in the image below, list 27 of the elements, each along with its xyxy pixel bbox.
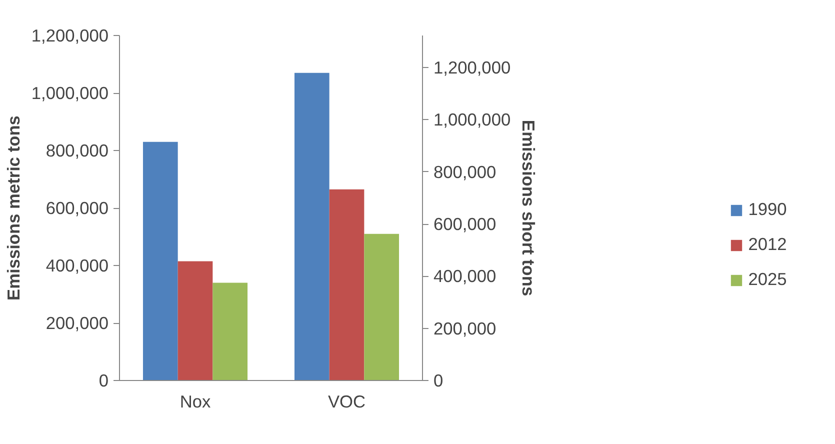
legend-label: 2012 xyxy=(748,234,787,255)
bar xyxy=(142,142,178,380)
x-tick-label: VOC xyxy=(328,392,366,412)
y2-tick-label: 800,000 xyxy=(434,162,496,182)
y2-tick-label: 1,200,000 xyxy=(434,58,511,78)
y-tick-label: 1,200,000 xyxy=(31,26,109,46)
legend-label: 1990 xyxy=(748,199,787,220)
bar xyxy=(212,282,248,380)
y-tick-label: 200,000 xyxy=(46,313,109,333)
bar xyxy=(178,261,213,380)
y2-tick-label: 600,000 xyxy=(434,214,496,234)
y-tick-label: 400,000 xyxy=(46,256,109,276)
y-tick-label: 1,000,000 xyxy=(31,83,109,103)
x-tick-label: Nox xyxy=(180,392,211,412)
y-axis-title: Emissions metric tons xyxy=(3,116,24,300)
legend-label: 2025 xyxy=(748,269,787,290)
bar xyxy=(294,72,330,380)
y2-tick-label: 0 xyxy=(434,370,444,390)
y-tick-label: 0 xyxy=(98,370,109,390)
y2-tick-label: 1,000,000 xyxy=(434,110,511,130)
y2-axis-title: Emissions short tons xyxy=(518,120,539,296)
y-tick-label: 800,000 xyxy=(46,140,109,160)
y-tick-label: 600,000 xyxy=(46,198,109,218)
y2-tick-label: 200,000 xyxy=(434,318,496,338)
bar xyxy=(329,189,364,380)
y2-tick-label: 400,000 xyxy=(434,266,496,286)
bar xyxy=(364,234,400,380)
